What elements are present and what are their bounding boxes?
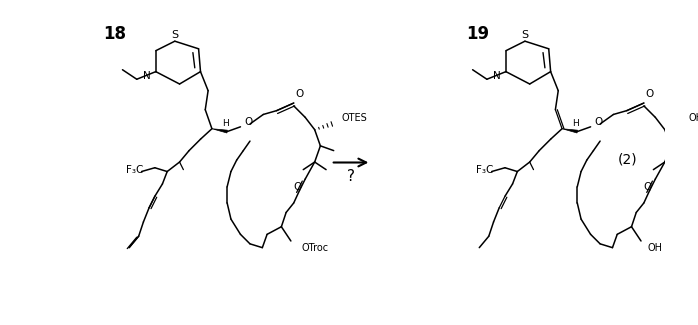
Text: H: H — [572, 120, 579, 128]
Text: OTES: OTES — [341, 113, 367, 123]
Text: O: O — [293, 182, 302, 192]
Text: OH: OH — [689, 113, 698, 123]
Polygon shape — [664, 123, 683, 130]
Text: O: O — [644, 182, 652, 192]
Text: N: N — [493, 72, 501, 81]
Text: O: O — [646, 88, 654, 98]
Text: O: O — [295, 88, 304, 98]
Text: O: O — [244, 117, 252, 127]
Text: (2): (2) — [618, 152, 637, 166]
Text: OTroc: OTroc — [302, 243, 329, 253]
Text: H: H — [222, 120, 229, 128]
Text: ?: ? — [348, 169, 355, 184]
Polygon shape — [212, 129, 228, 133]
Text: N: N — [143, 72, 151, 81]
Polygon shape — [562, 129, 577, 133]
Text: F₃C: F₃C — [476, 165, 493, 175]
Text: S: S — [171, 30, 179, 40]
Text: 19: 19 — [466, 25, 489, 43]
Text: F₃C: F₃C — [126, 165, 143, 175]
Text: 18: 18 — [103, 25, 126, 43]
Text: O: O — [594, 117, 602, 127]
Text: OH: OH — [648, 243, 662, 253]
Text: S: S — [521, 30, 528, 40]
